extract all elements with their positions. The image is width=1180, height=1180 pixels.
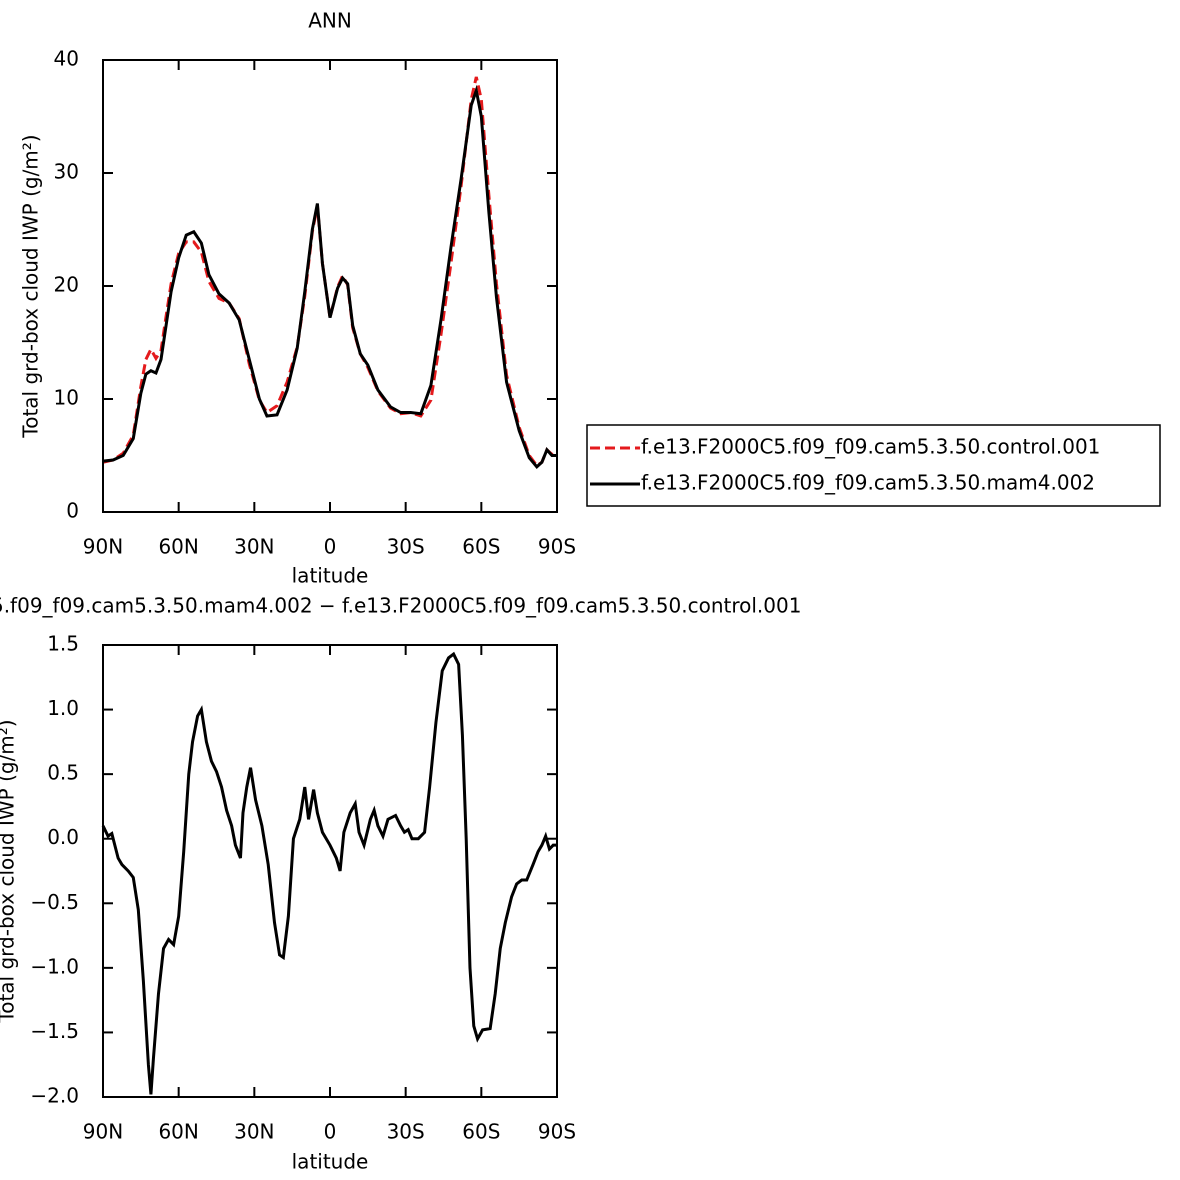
y-tick-label: 0 xyxy=(66,499,79,523)
chart-title: f.e13.F2000C5.f09_f09.cam5.3.50.mam4.002… xyxy=(0,594,801,618)
y-tick-label: −0.5 xyxy=(30,890,79,914)
x-tick-label: 30N xyxy=(234,1120,274,1144)
data-line xyxy=(102,76,557,468)
y-tick-label: 10 xyxy=(54,386,79,410)
legend-label: f.e13.F2000C5.f09_f09.cam5.3.50.mam4.002 xyxy=(641,471,1095,495)
x-tick-label: 30N xyxy=(234,535,274,559)
y-tick-label: −1.5 xyxy=(30,1019,79,1043)
legend-box xyxy=(586,424,1161,507)
x-axis-label: latitude xyxy=(292,564,369,588)
y-tick-label: −2.0 xyxy=(30,1084,79,1108)
y-tick-label: 30 xyxy=(54,160,79,184)
x-tick-label: 30S xyxy=(387,535,425,559)
chart-title: ANN xyxy=(308,9,352,33)
x-tick-label: 60S xyxy=(462,535,500,559)
plot-frame xyxy=(102,644,558,1098)
y-tick-label: 20 xyxy=(54,273,79,297)
y-axis-label: Total grd-box cloud IWP (g/m²) xyxy=(19,134,43,438)
y-tick-label: 40 xyxy=(54,47,79,71)
x-tick-label: 60N xyxy=(158,1120,198,1144)
y-tick-label: 1.5 xyxy=(47,632,79,656)
x-tick-label: 90S xyxy=(538,1120,576,1144)
plot-frame xyxy=(102,59,558,513)
x-tick-label: 90N xyxy=(83,1120,123,1144)
x-tick-label: 30S xyxy=(387,1120,425,1144)
x-tick-label: 0 xyxy=(324,1120,337,1144)
y-tick-label: 1.0 xyxy=(47,696,79,720)
legend-label: f.e13.F2000C5.f09_f09.cam5.3.50.control.… xyxy=(641,435,1100,459)
data-line xyxy=(102,84,557,469)
y-axis-label: Total grd-box cloud IWP (g/m²) xyxy=(0,719,19,1023)
x-tick-label: 60N xyxy=(158,535,198,559)
y-tick-label: 0.5 xyxy=(47,761,79,785)
y-tick-label: −1.0 xyxy=(30,954,79,978)
data-line xyxy=(101,651,557,1095)
x-tick-label: 90S xyxy=(538,535,576,559)
x-axis-label: latitude xyxy=(292,1150,369,1174)
x-tick-label: 0 xyxy=(324,535,337,559)
x-tick-label: 60S xyxy=(462,1120,500,1144)
x-tick-label: 90N xyxy=(83,535,123,559)
y-tick-label: 0.0 xyxy=(47,825,79,849)
